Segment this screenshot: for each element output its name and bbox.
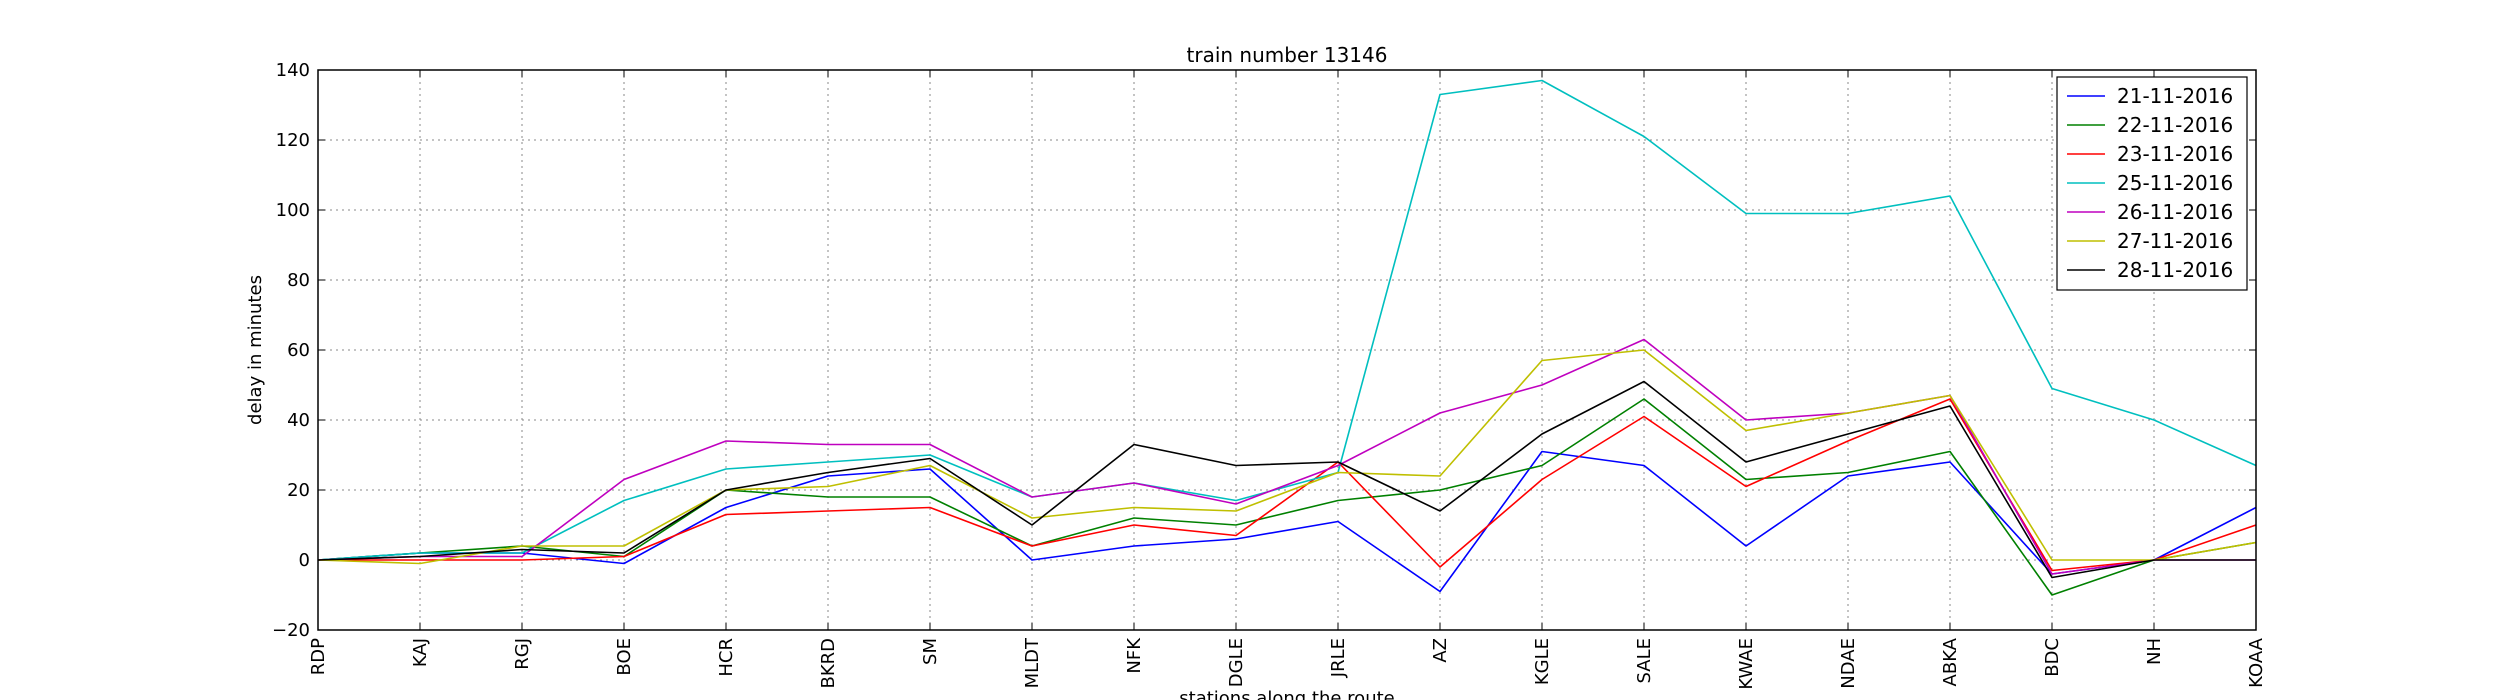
y-tick-label: 0 (299, 550, 310, 571)
x-tick-label: NDAE (1838, 638, 1859, 689)
x-tick-label: HCR (716, 638, 737, 677)
series-line-25-11-2016 (317, 79, 2257, 561)
legend-label: 27-11-2016 (2117, 229, 2233, 253)
x-tick-label: KOAA (2246, 637, 2267, 687)
y-tick-label: −20 (272, 620, 310, 641)
legend-label: 26-11-2016 (2117, 200, 2233, 224)
legend-label: 28-11-2016 (2117, 258, 2233, 282)
x-tick-label: BDC (2042, 638, 2063, 677)
x-tick-label: RDP (308, 638, 329, 675)
x-tick-label: MLDT (1022, 637, 1043, 688)
x-tick-label: BOE (614, 638, 635, 676)
y-axis-label: delay in minutes (245, 275, 266, 425)
y-tick-label: 80 (287, 270, 310, 291)
y-tick-label: 100 (276, 200, 310, 221)
series-line-27-11-2016 (317, 349, 2257, 565)
grid-lines (318, 70, 2256, 630)
x-tick-label: BKRD (818, 638, 839, 689)
x-tick-label: ABKA (1940, 637, 1961, 686)
legend-label: 22-11-2016 (2117, 113, 2233, 137)
x-tick-label: SALE (1634, 638, 1655, 683)
series-line-21-11-2016 (317, 450, 2257, 593)
x-tick-label: NFK (1124, 637, 1145, 674)
series-lines (317, 79, 2257, 596)
x-tick-label: JRLE (1328, 638, 1349, 678)
legend-label: 23-11-2016 (2117, 142, 2233, 166)
y-tick-label: 60 (287, 340, 310, 361)
legend-label: 25-11-2016 (2117, 171, 2233, 195)
x-tick-label: DGLE (1226, 638, 1247, 687)
axis-ticks: −20 0 20 40 60 80 100 120 140 RDP KAJ RGJ BOE HCR BKRD… (272, 60, 2267, 690)
x-axis-label: stations along the route (1179, 688, 1394, 700)
y-tick-label: 40 (287, 410, 310, 431)
x-tick-label: KGLE (1532, 638, 1553, 685)
x-tick-label: KAJ (410, 638, 431, 667)
legend-label: 21-11-2016 (2117, 84, 2233, 108)
y-tick-label: 20 (287, 480, 310, 501)
series-line-23-11-2016 (318, 398, 2257, 572)
y-tick-label: 140 (276, 60, 310, 81)
series-line-22-11-2016 (317, 398, 2257, 596)
x-tick-label: NH (2144, 638, 2165, 665)
x-tick-label: SM (920, 638, 941, 665)
x-tick-label: RGJ (512, 638, 533, 670)
legend: 21-11-2016 22-11-2016 23-11-2016 25-11-2016… (2056, 76, 2248, 291)
x-tick-label: KWAE (1736, 638, 1757, 690)
series-line-28-11-2016 (317, 380, 2256, 579)
y-tick-label: 120 (276, 130, 310, 151)
x-tick-label: AZ (1430, 638, 1451, 663)
chart-title: train number 13146 (1187, 43, 1388, 67)
